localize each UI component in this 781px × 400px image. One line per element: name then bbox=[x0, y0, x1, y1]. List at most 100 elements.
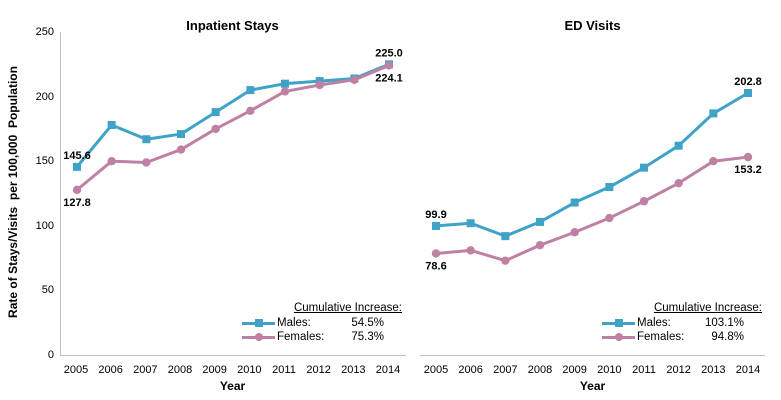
x-axis-title: Year bbox=[219, 379, 246, 393]
females-line-swatch-icon bbox=[602, 332, 635, 342]
x-tick-label: 2011 bbox=[272, 364, 296, 376]
x-tick-label: 2012 bbox=[666, 364, 691, 376]
y-axis-title: Rate of Stays/Visits per 100,000 Populat… bbox=[6, 66, 20, 318]
males-line-swatch-icon bbox=[242, 318, 275, 328]
females-data-point bbox=[674, 178, 683, 188]
x-tick-label: 2007 bbox=[493, 364, 518, 376]
data-point-label: 99.9 bbox=[425, 209, 446, 221]
y-tick-label: 0 bbox=[47, 349, 54, 361]
legend-label: Males: bbox=[277, 317, 311, 329]
x-tick-label: 2013 bbox=[341, 364, 366, 376]
females-data-point bbox=[570, 228, 579, 237]
line-chart: 99.9 78.6 202.8 153.2 bbox=[425, 76, 762, 272]
x-axis-title: Year bbox=[579, 379, 606, 393]
males-data-point bbox=[674, 141, 683, 150]
x-tick-label: 2005 bbox=[423, 364, 449, 376]
legend-row-males: Males: 103.1% bbox=[602, 316, 762, 330]
x-tick-label: 2010 bbox=[597, 364, 622, 376]
data-point-label: 153.2 bbox=[734, 164, 762, 176]
chart-title: ED Visits bbox=[564, 17, 621, 33]
x-tick-label: 2012 bbox=[306, 364, 331, 376]
data-point-label: 224.1 bbox=[375, 72, 403, 84]
x-tick-label: 2008 bbox=[167, 364, 193, 376]
x-tick-label: 2010 bbox=[237, 364, 262, 376]
females-data-point bbox=[350, 75, 359, 85]
legend: Cumulative Increase: Males: 54.5% Female… bbox=[242, 302, 402, 344]
plot-area: 145.6 127.8 225.0 224.1 bbox=[60, 32, 406, 356]
legend-value: 75.3% bbox=[351, 331, 384, 343]
x-tick-label: 2006 bbox=[98, 364, 123, 376]
legend-row-females: Females: 94.8% bbox=[602, 330, 762, 344]
females-line-swatch-icon bbox=[242, 332, 275, 342]
males-data-point bbox=[466, 219, 475, 228]
females-data-point bbox=[315, 80, 324, 90]
x-tick-label: 2011 bbox=[632, 364, 656, 376]
chart-title: Inpatient Stays bbox=[186, 17, 279, 33]
males-data-point bbox=[536, 217, 544, 226]
legend-header: Cumulative Increase: bbox=[293, 302, 402, 314]
y-tick-label: 200 bbox=[35, 90, 54, 103]
males-data-point bbox=[177, 130, 185, 139]
x-tick-label: 2005 bbox=[63, 364, 89, 376]
data-point-label: 225.0 bbox=[375, 47, 403, 59]
males-line-swatch-icon bbox=[602, 318, 635, 328]
females-data-point bbox=[142, 158, 151, 167]
legend-row-females: Females: 75.3% bbox=[242, 330, 402, 344]
legend-value: 94.8% bbox=[711, 331, 744, 343]
legend: Cumulative Increase: Males: 103.1% Femal… bbox=[602, 302, 762, 344]
legend-header: Cumulative Increase: bbox=[653, 302, 762, 314]
females-data-point bbox=[384, 61, 394, 70]
males-data-point bbox=[211, 108, 220, 117]
females-data-point bbox=[466, 246, 475, 255]
males-data-point bbox=[432, 221, 440, 230]
legend-row-males: Males: 54.5% bbox=[242, 316, 402, 330]
legend-value: 54.5% bbox=[351, 317, 384, 329]
x-tick-label: 2009 bbox=[562, 364, 587, 376]
x-tick-label: 2014 bbox=[375, 364, 401, 376]
data-point-label: 145.6 bbox=[63, 150, 91, 162]
y-tick-label: 250 bbox=[35, 26, 54, 38]
legend-label: Females: bbox=[637, 331, 685, 343]
females-data-point bbox=[280, 87, 290, 96]
x-tick-label: 2013 bbox=[701, 364, 726, 376]
males-data-point bbox=[501, 232, 510, 241]
y-tick-label: 150 bbox=[35, 155, 54, 168]
legend-label: Females: bbox=[277, 331, 325, 343]
legend-label: Males: bbox=[637, 317, 671, 329]
males-data-point bbox=[73, 162, 81, 171]
females-data-point bbox=[535, 240, 545, 250]
panel-inpatient-stays: Inpatient Stays 145.6 127.8 225.0 224.1 200… bbox=[60, 0, 406, 400]
x-tick-label: 2006 bbox=[458, 364, 483, 376]
females-data-point bbox=[743, 152, 753, 162]
females-data-point bbox=[605, 213, 614, 223]
males-data-point bbox=[640, 163, 648, 172]
males-line bbox=[75, 62, 390, 168]
females-line bbox=[76, 64, 390, 192]
x-tick-label: 2007 bbox=[133, 364, 158, 376]
data-point-label: 202.8 bbox=[734, 76, 762, 88]
females-data-point bbox=[501, 256, 510, 265]
y-tick-label: 50 bbox=[41, 284, 54, 297]
males-line bbox=[435, 91, 749, 238]
females-data-point bbox=[246, 106, 255, 116]
males-data-point bbox=[605, 183, 614, 192]
females-data-point bbox=[72, 185, 82, 195]
x-tick-label: 2008 bbox=[527, 364, 553, 376]
y-tick-label: 100 bbox=[35, 219, 54, 232]
females-data-point bbox=[431, 249, 441, 258]
females-data-point bbox=[639, 197, 649, 206]
males-data-point bbox=[709, 109, 718, 118]
males-data-point bbox=[744, 88, 752, 97]
data-point-label: 78.6 bbox=[425, 260, 446, 272]
line-chart: 145.6 127.8 225.0 224.1 bbox=[63, 47, 403, 209]
males-data-point bbox=[107, 121, 116, 130]
x-tick-label: 2009 bbox=[202, 364, 227, 376]
panel-ed-visits: ED Visits 99.9 78.6 202.8 153.2 2005 2006 200… bbox=[420, 0, 765, 400]
males-data-point bbox=[246, 86, 255, 95]
x-tick-label: 2014 bbox=[735, 364, 761, 376]
legend-value: 103.1% bbox=[704, 317, 744, 329]
plot-area: 99.9 78.6 202.8 153.2 bbox=[420, 32, 765, 356]
females-data-point bbox=[211, 124, 220, 134]
males-data-point bbox=[570, 198, 579, 207]
